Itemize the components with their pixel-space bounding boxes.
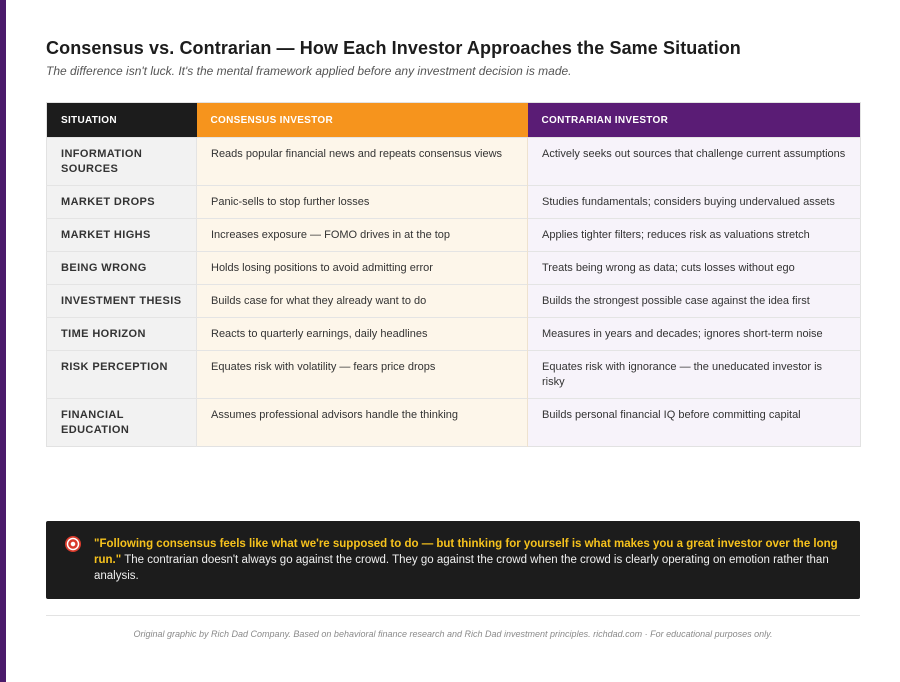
table-row: FINANCIAL EDUCATION Assumes professional…: [46, 398, 861, 447]
contrarian-cell: Measures in years and decades; ignores s…: [527, 317, 861, 351]
table-row: INFORMATION SOURCES Reads popular financ…: [46, 137, 861, 186]
consensus-cell: Builds case for what they already want t…: [196, 284, 528, 318]
consensus-cell: Increases exposure — FOMO drives in at t…: [196, 218, 528, 252]
footer-credit: Original graphic by Rich Dad Company. Ba…: [133, 629, 773, 639]
footer-divider: [46, 615, 860, 616]
page-subtitle: The difference isn't luck. It's the ment…: [46, 64, 572, 78]
table-row: RISK PERCEPTION Equates risk with volati…: [46, 350, 861, 399]
table-header-row: SITUATION CONSENSUS INVESTOR CONTRARIAN …: [46, 102, 861, 138]
table-row: MARKET DROPS Panic-sells to stop further…: [46, 185, 861, 219]
header-contrarian: CONTRARIAN INVESTOR: [527, 102, 861, 138]
contrarian-cell: Studies fundamentals; considers buying u…: [527, 185, 861, 219]
consensus-cell: Holds losing positions to avoid admittin…: [196, 251, 528, 285]
table-row: BEING WRONG Holds losing positions to av…: [46, 251, 861, 285]
situation-cell: RISK PERCEPTION: [46, 350, 197, 399]
contrarian-cell: Actively seeks out sources that challeng…: [527, 137, 861, 186]
callout-box: "Following consensus feels like what we'…: [46, 521, 860, 599]
target-icon: [65, 536, 81, 552]
contrarian-cell: Builds personal financial IQ before comm…: [527, 398, 861, 447]
contrarian-cell: Applies tighter filters; reduces risk as…: [527, 218, 861, 252]
header-situation: SITUATION: [46, 102, 197, 138]
situation-cell: MARKET DROPS: [46, 185, 197, 219]
consensus-cell: Reads popular financial news and repeats…: [196, 137, 528, 186]
situation-cell: TIME HORIZON: [46, 317, 197, 351]
situation-cell: MARKET HIGHS: [46, 218, 197, 252]
page-title: Consensus vs. Contrarian — How Each Inve…: [46, 38, 741, 58]
contrarian-cell: Treats being wrong as data; cuts losses …: [527, 251, 861, 285]
table-row: INVESTMENT THESIS Builds case for what t…: [46, 284, 861, 318]
callout-quote: "Following consensus feels like what we'…: [94, 538, 838, 566]
table-row: TIME HORIZON Reacts to quarterly earning…: [46, 317, 861, 351]
table-row: MARKET HIGHS Increases exposure — FOMO d…: [46, 218, 861, 252]
callout-text: "Following consensus feels like what we'…: [94, 536, 844, 584]
situation-cell: INVESTMENT THESIS: [46, 284, 197, 318]
header-consensus: CONSENSUS INVESTOR: [196, 102, 528, 138]
situation-cell: INFORMATION SOURCES: [46, 137, 197, 186]
accent-sidebar-bar: [0, 0, 6, 682]
situation-cell: BEING WRONG: [46, 251, 197, 285]
comparison-table: SITUATION CONSENSUS INVESTOR CONTRARIAN …: [46, 102, 861, 447]
consensus-cell: Assumes professional advisors handle the…: [196, 398, 528, 447]
consensus-cell: Panic-sells to stop further losses: [196, 185, 528, 219]
contrarian-cell: Equates risk with ignorance — the uneduc…: [527, 350, 861, 399]
consensus-cell: Equates risk with volatility — fears pri…: [196, 350, 528, 399]
contrarian-cell: Builds the strongest possible case again…: [527, 284, 861, 318]
callout-body: The contrarian doesn't always go against…: [94, 554, 829, 582]
consensus-cell: Reacts to quarterly earnings, daily head…: [196, 317, 528, 351]
situation-cell: FINANCIAL EDUCATION: [46, 398, 197, 447]
